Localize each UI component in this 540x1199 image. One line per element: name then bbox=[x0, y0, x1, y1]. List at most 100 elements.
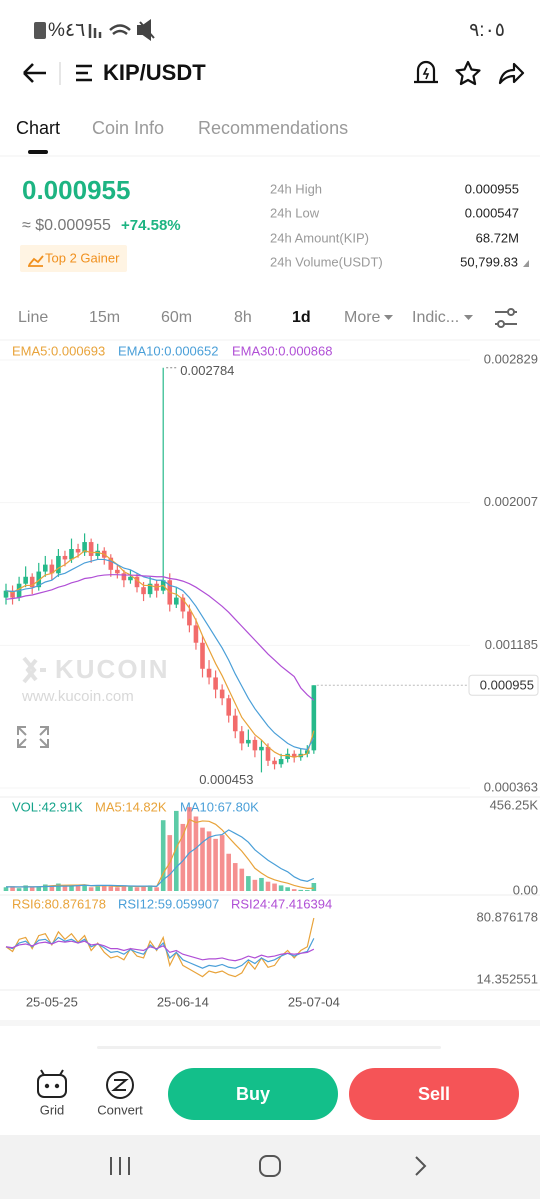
volume-bar bbox=[3, 887, 9, 891]
interval[interactable]: 60m bbox=[161, 309, 192, 326]
stat-label: 24h Low bbox=[270, 205, 320, 220]
volume-bar bbox=[10, 886, 15, 891]
legend-volume: VOL:42.91K bbox=[12, 799, 83, 814]
volume-bar bbox=[147, 885, 153, 891]
share-button[interactable] bbox=[498, 62, 525, 85]
volume-bar bbox=[272, 883, 277, 891]
volume-tick-label: 456.25K bbox=[490, 797, 539, 812]
volume-bar bbox=[206, 831, 212, 891]
convert-button[interactable]: Convert bbox=[97, 1071, 143, 1117]
volume-bar bbox=[291, 889, 297, 891]
volume-bar bbox=[82, 885, 87, 891]
buy-background bbox=[168, 1068, 338, 1120]
stat-label: 24h Volume(USDT) bbox=[270, 254, 383, 269]
grid-label: Grid bbox=[40, 1102, 65, 1117]
rsi-line bbox=[5, 940, 315, 962]
corner-triangle bbox=[523, 260, 529, 267]
stat-value: 0.000955 bbox=[465, 181, 519, 196]
volume-bar bbox=[115, 887, 120, 891]
volume-bar bbox=[121, 885, 127, 891]
tab[interactable]: Recommendations bbox=[198, 118, 348, 138]
x-tick-label: 25-06-14 bbox=[157, 994, 209, 1009]
handle bbox=[97, 1046, 441, 1049]
volume-bar bbox=[246, 876, 251, 891]
candle-body bbox=[82, 542, 87, 553]
nav-back[interactable] bbox=[415, 1156, 427, 1176]
badge-text: Top 2 Gainer bbox=[45, 250, 120, 265]
nav-home[interactable] bbox=[259, 1155, 281, 1177]
volume-bar bbox=[134, 887, 140, 891]
candle-body bbox=[108, 557, 114, 570]
alert-icon bbox=[414, 60, 438, 84]
mute-icon bbox=[137, 19, 155, 41]
grid-icon-eye bbox=[44, 1083, 50, 1089]
candle-body bbox=[226, 698, 231, 716]
buy-button[interactable]: Buy bbox=[168, 1068, 338, 1120]
tab-active[interactable]: Chart bbox=[16, 118, 60, 138]
rsi-tick-label: 14.352551 bbox=[477, 971, 538, 986]
grid-button[interactable]: Grid bbox=[37, 1069, 67, 1117]
volume-bar bbox=[43, 884, 48, 891]
ema-line bbox=[5, 558, 315, 751]
volume-bar bbox=[232, 863, 238, 891]
battery-icon bbox=[34, 22, 46, 39]
sell-button[interactable]: Sell bbox=[349, 1068, 519, 1120]
last-price-box bbox=[468, 674, 539, 696]
badge-icon bbox=[28, 255, 44, 267]
volume-bar bbox=[187, 807, 192, 891]
candle-body bbox=[49, 564, 55, 574]
pair-title: KIP/USDT bbox=[103, 60, 206, 85]
sell-background bbox=[349, 1068, 519, 1120]
convert-icon-mark bbox=[111, 1079, 129, 1091]
volume-bar bbox=[180, 823, 186, 891]
candle-body bbox=[88, 542, 94, 556]
last-price: 0.000955 bbox=[22, 175, 130, 205]
stat-value: 0.000547 bbox=[465, 205, 519, 220]
interval-active[interactable]: 1d bbox=[292, 309, 311, 326]
fullscreen-button[interactable] bbox=[17, 726, 49, 748]
y-tick-label: 0.000363 bbox=[484, 779, 538, 794]
volume-bar bbox=[16, 888, 22, 891]
stat-value: 50,799.83 bbox=[460, 254, 518, 269]
candle-body bbox=[285, 753, 290, 760]
favorite-button[interactable] bbox=[455, 60, 481, 86]
candle-body bbox=[246, 739, 251, 744]
alert-button[interactable] bbox=[414, 60, 438, 84]
grid-icon-ears bbox=[40, 1069, 64, 1076]
volume-bar bbox=[141, 886, 146, 891]
interval[interactable]: Line bbox=[18, 309, 48, 326]
volume-bar bbox=[36, 886, 42, 891]
volume-bar bbox=[23, 885, 28, 891]
candle-body bbox=[75, 549, 81, 553]
candle-body bbox=[272, 760, 277, 765]
nav-recents[interactable] bbox=[110, 1157, 130, 1175]
indicators[interactable]: Indic... bbox=[412, 309, 459, 326]
interval[interactable]: 8h bbox=[234, 309, 252, 326]
legend-rsi12: RSI12:59.059907 bbox=[118, 896, 219, 911]
candle-body bbox=[56, 555, 61, 574]
volume-bar bbox=[265, 881, 271, 891]
stat-value: 68.72M bbox=[476, 230, 519, 245]
candle-body bbox=[291, 753, 297, 758]
volume-bar bbox=[213, 838, 218, 891]
interval[interactable]: 15m bbox=[89, 309, 120, 326]
ema-line bbox=[5, 550, 315, 758]
volume-bar bbox=[154, 887, 159, 891]
menu-button[interactable] bbox=[76, 64, 92, 82]
volume-bar bbox=[88, 887, 94, 891]
back-button[interactable] bbox=[23, 63, 46, 83]
candle-body bbox=[134, 576, 140, 588]
volume-bar bbox=[101, 885, 107, 891]
convert-label: Convert bbox=[97, 1102, 143, 1117]
candle-body bbox=[180, 597, 186, 612]
volume-bar bbox=[62, 886, 68, 891]
watermark: KUCOIN bbox=[55, 654, 170, 684]
grid-icon-eye bbox=[54, 1083, 60, 1089]
candle-body bbox=[187, 611, 192, 626]
candle-body bbox=[29, 576, 35, 588]
tab[interactable]: Coin Info bbox=[92, 118, 164, 138]
rsi-line bbox=[5, 936, 315, 969]
candle-body bbox=[206, 668, 212, 678]
interval-more[interactable]: More bbox=[344, 309, 381, 326]
